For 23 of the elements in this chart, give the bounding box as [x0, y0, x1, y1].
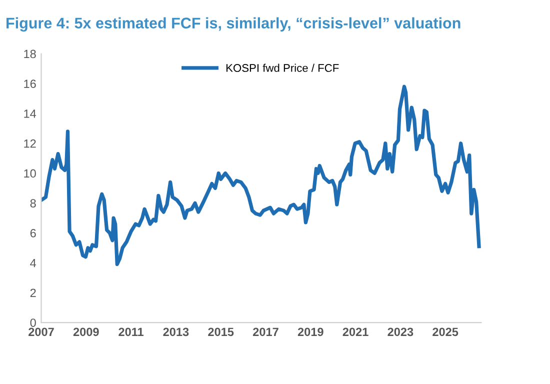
- x-tick-label: 2015: [208, 328, 234, 336]
- x-tick-label: 2007: [28, 328, 54, 336]
- y-tick-label: 2: [30, 288, 36, 297]
- y-tick-label: 4: [30, 258, 36, 268]
- chart-title: Figure 4: 5x estimated FCF is, similarly, “crisis-level” valuation: [6, 17, 460, 32]
- y-tick-label: 18: [24, 50, 36, 58]
- y-tick-label: 6: [30, 228, 36, 238]
- x-tick-label: 2009: [73, 328, 99, 336]
- y-tick-label: 12: [24, 139, 36, 148]
- x-tick-label: 2023: [388, 328, 414, 336]
- y-tick-label: 8: [30, 199, 36, 208]
- x-tick-label: 2019: [298, 328, 324, 336]
- legend-label: KOSPI fwd Price / FCF: [226, 64, 339, 72]
- x-tick-label: 2011: [118, 328, 144, 336]
- line-series: [41, 84, 481, 266]
- y-tick-label: 0: [30, 318, 36, 327]
- y-tick-label: 14: [24, 110, 36, 118]
- x-tick-label: 2025: [432, 328, 458, 336]
- y-tick-label: 10: [24, 169, 36, 178]
- x-tick-label: 2017: [253, 328, 278, 336]
- y-tick-label: 16: [24, 80, 36, 88]
- x-tick-label: 2013: [163, 328, 189, 336]
- x-tick-label: 2021: [342, 328, 368, 336]
